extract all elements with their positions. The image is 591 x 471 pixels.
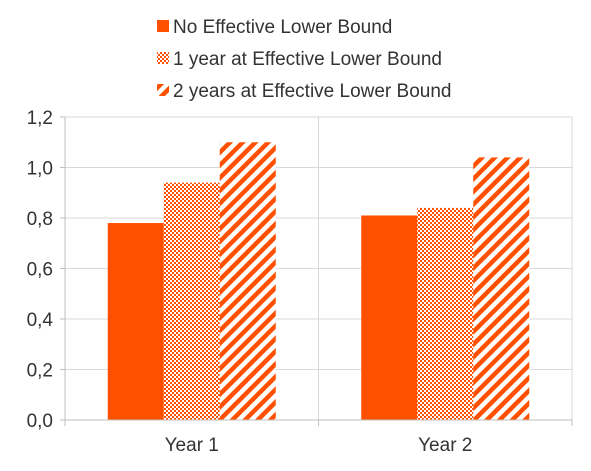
legend: No Effective Lower Bound 1 year at Effect… <box>157 17 451 102</box>
legend-label: No Effective Lower Bound <box>173 17 392 38</box>
x-category-label: Year 2 <box>418 435 472 456</box>
y-tick-label: 0,8 <box>27 209 53 230</box>
legend-swatch <box>157 84 169 96</box>
y-tick-label: 0,2 <box>27 361 53 382</box>
x-category-label: Year 1 <box>165 435 219 456</box>
bar-1-year-2 <box>361 215 418 420</box>
bar-2-year-1 <box>163 182 220 420</box>
y-axis-ticks: 0,0 0,2 0,4 0,6 0,8 1,0 1,2 <box>27 108 54 432</box>
legend-swatch <box>157 52 169 64</box>
y-tick-label: 1,2 <box>27 108 53 129</box>
y-tick-label: 1,0 <box>27 159 53 180</box>
bar-3-year-1 <box>219 142 276 420</box>
legend-label: 1 year at Effective Lower Bound <box>173 49 442 70</box>
axes <box>60 116 573 426</box>
x-axis-categories: Year 1 Year 2 <box>165 435 473 456</box>
y-tick-label: 0,4 <box>27 310 54 331</box>
y-tick-label: 0,0 <box>27 411 53 432</box>
bar-3-year-2 <box>473 157 530 420</box>
bar-1-year-1 <box>107 223 164 420</box>
bars <box>107 142 530 420</box>
bar-2-year-2 <box>417 207 474 420</box>
y-tick-label: 0,6 <box>27 260 53 281</box>
legend-swatch <box>157 20 169 32</box>
legend-label: 2 years at Effective Lower Bound <box>173 81 451 102</box>
